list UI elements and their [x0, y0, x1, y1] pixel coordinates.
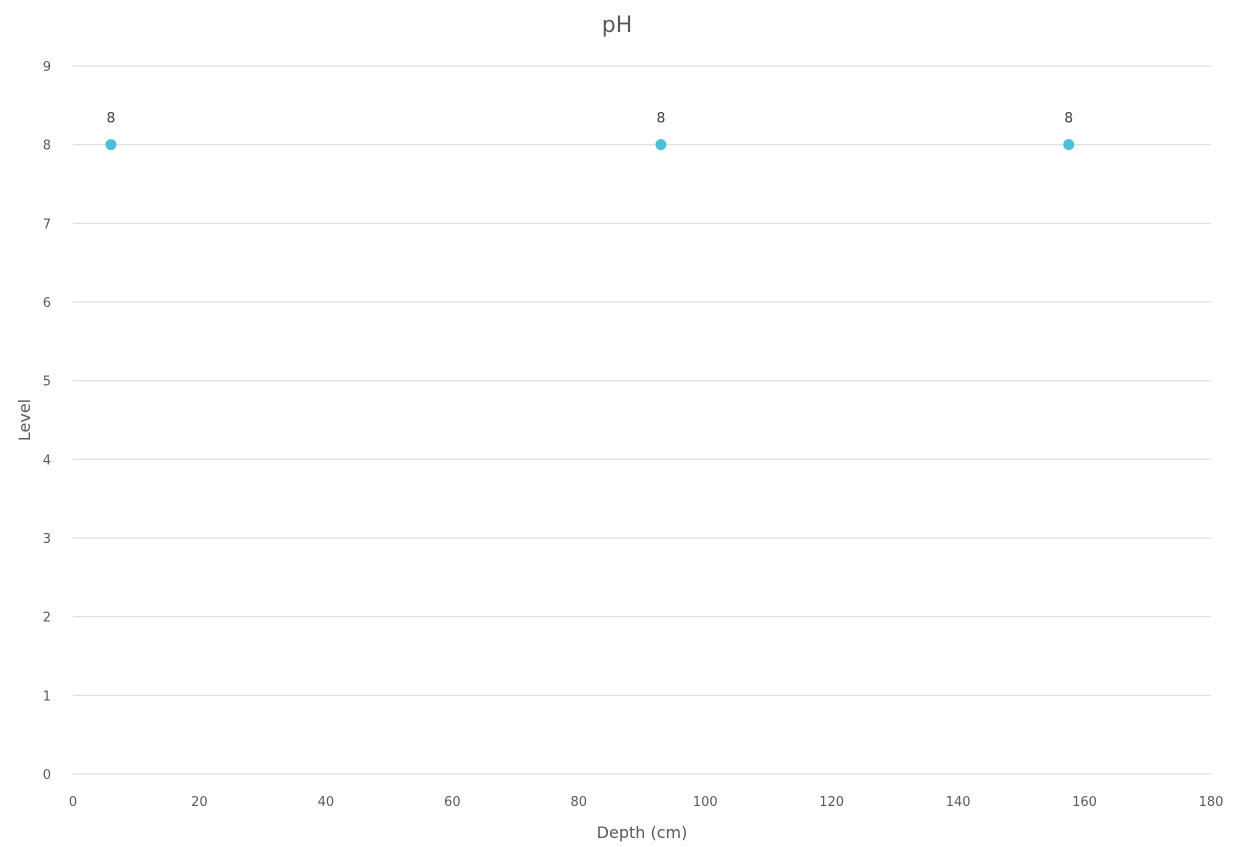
data-label: 8	[657, 111, 666, 127]
y-tick-label: 7	[43, 217, 51, 232]
y-tick-label: 5	[43, 375, 51, 390]
data-points	[105, 139, 1075, 151]
x-tick-label: 0	[69, 795, 77, 810]
data-point	[105, 139, 117, 151]
chart-title: pH	[602, 13, 633, 38]
y-tick-label: 6	[43, 296, 51, 311]
x-tick-label: 20	[191, 795, 208, 810]
data-point	[1063, 139, 1075, 151]
x-tick-label: 140	[946, 795, 971, 810]
x-tick-label: 100	[693, 795, 718, 810]
x-tick-label: 160	[1072, 795, 1097, 810]
y-tick-label: 4	[43, 453, 51, 468]
y-axis-ticks: 0 1 2 3 4 5 6 7 8 9	[43, 60, 51, 783]
y-axis-label: Level	[15, 399, 34, 441]
x-tick-label: 60	[444, 795, 461, 810]
data-point	[655, 139, 667, 151]
x-tick-label: 40	[318, 795, 335, 810]
x-tick-label: 180	[1199, 795, 1224, 810]
data-label: 8	[106, 111, 115, 127]
y-tick-label: 9	[43, 60, 51, 75]
y-tick-label: 3	[43, 532, 51, 547]
y-tick-label: 8	[43, 139, 51, 154]
y-tick-label: 0	[43, 768, 51, 783]
x-axis-label: Depth (cm)	[597, 823, 688, 842]
x-axis-ticks: 0 20 40 60 80 100 120 140 160 180	[69, 795, 1224, 810]
y-tick-label: 1	[43, 689, 51, 704]
gridlines	[73, 65, 1211, 775]
data-label: 8	[1064, 111, 1073, 127]
x-tick-label: 120	[819, 795, 844, 810]
data-labels: 8 8 8	[106, 111, 1073, 127]
x-tick-label: 80	[571, 795, 588, 810]
y-tick-label: 2	[43, 611, 51, 626]
